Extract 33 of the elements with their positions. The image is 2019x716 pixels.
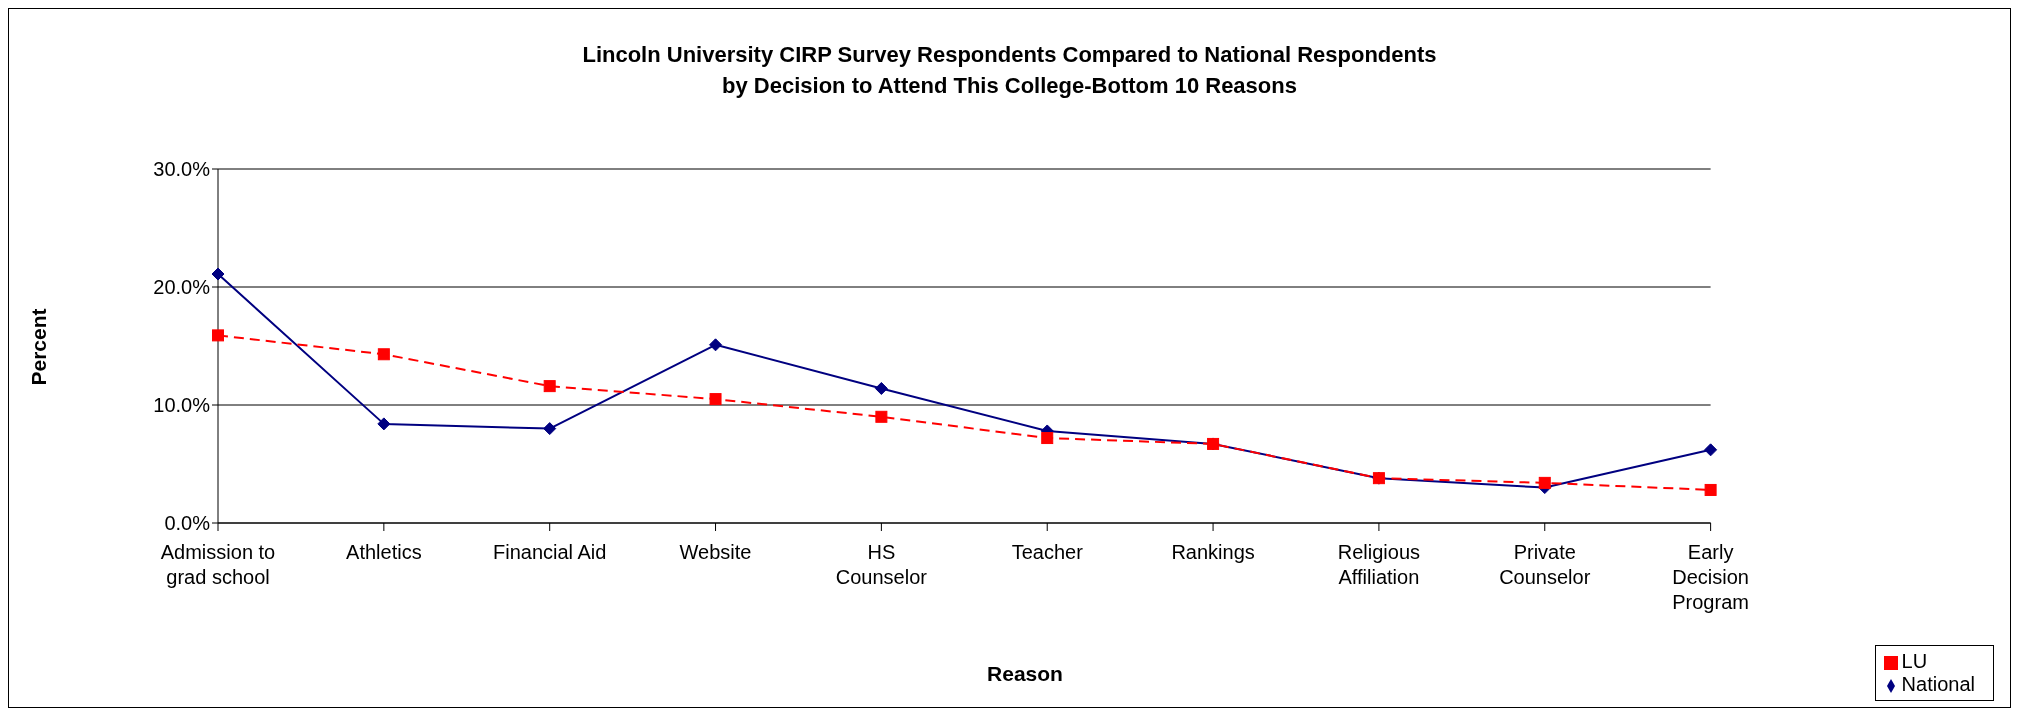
point — [543, 422, 557, 436]
point — [1041, 432, 1054, 445]
y-axis-title: Percent — [27, 308, 51, 386]
legend-label: LU — [1901, 650, 1928, 672]
point — [212, 329, 224, 342]
point — [211, 267, 225, 281]
y-tick-label: 20.0% — [153, 276, 211, 299]
x-tick-label: Teacher — [1011, 541, 1084, 563]
chart-title: Lincoln University CIRP Survey Respondents Compared to National Respondents by Decision to Attend This College-Bottom 10 Reasons — [581, 41, 1438, 100]
point — [875, 410, 888, 423]
point — [543, 380, 556, 393]
y-tick-label: 0.0% — [164, 512, 211, 535]
point — [709, 338, 723, 352]
x-tick-label: Website — [679, 541, 752, 563]
point — [1704, 483, 1717, 496]
x-tick-label: Religious Affiliation — [1337, 541, 1421, 588]
x-tick-label: Financial Aid — [492, 541, 607, 563]
x-tick-label: Athletics — [346, 541, 422, 563]
legend-label: National — [1901, 673, 1975, 695]
x-tick-label: HS Counselor — [835, 541, 928, 588]
point — [709, 393, 722, 406]
point — [874, 381, 888, 395]
x-axis-title: Reason — [986, 662, 1064, 686]
point — [377, 417, 391, 431]
point — [1538, 476, 1551, 489]
y-tick-label: 10.0% — [153, 394, 211, 417]
point — [1704, 443, 1718, 457]
x-tick-label: Private Counselor — [1499, 541, 1591, 588]
x-tick-label: Early Decision Program — [1672, 541, 1749, 613]
point — [377, 348, 390, 361]
x-tick-label: Rankings — [1171, 541, 1255, 563]
x-tick-label: Admission to grad school — [160, 541, 276, 588]
y-tick-label: 30.0% — [153, 158, 211, 181]
